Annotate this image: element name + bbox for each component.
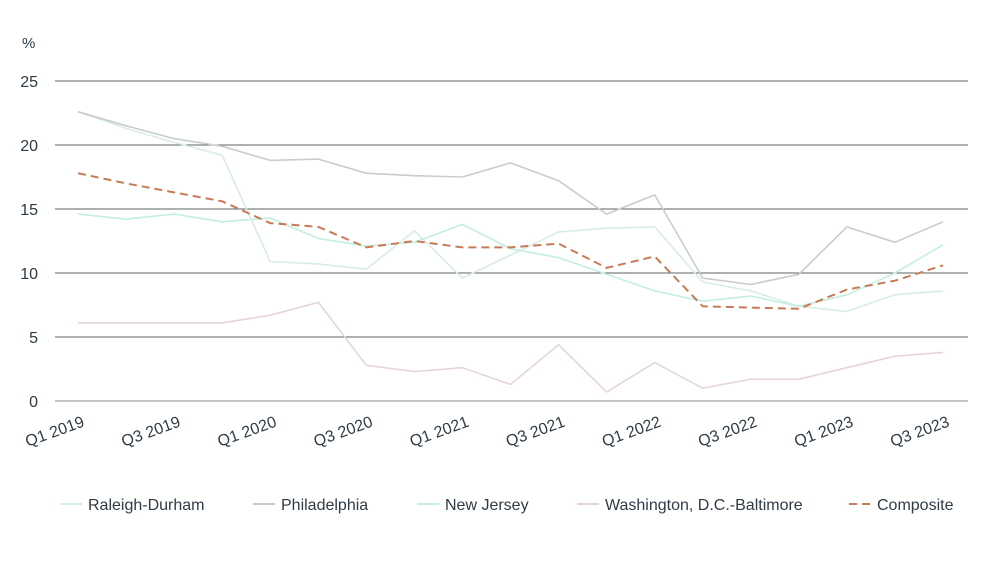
series-line-0 <box>77 110 944 313</box>
legend-label: Philadelphia <box>281 497 368 514</box>
x-tick-label: Q3 2019 <box>119 414 183 451</box>
series-line-4 <box>77 172 944 310</box>
x-tick-label: Q3 2023 <box>888 414 952 451</box>
series-lines <box>77 110 944 393</box>
legend-label: Raleigh-Durham <box>88 497 205 514</box>
x-tick-label: Q1 2023 <box>792 414 856 451</box>
y-axis-unit-label: % <box>22 35 35 52</box>
x-tick-label: Q1 2022 <box>600 414 664 451</box>
x-tick-label: Q1 2019 <box>23 414 87 451</box>
x-tick-label: Q1 2021 <box>408 414 472 451</box>
legend: Raleigh-Durham Philadelphia New Jersey Wash… <box>60 497 954 514</box>
legend-label: Composite <box>877 497 954 514</box>
legend-label: New Jersey <box>445 497 529 514</box>
series-line-2 <box>77 213 944 308</box>
x-tick-label: Q1 2020 <box>215 414 279 451</box>
gridlines <box>55 80 968 402</box>
series-line-3 <box>78 301 944 393</box>
legend-label: Washington, D.C.-Baltimore <box>605 497 803 514</box>
y-axis-ticks: 0 5 10 15 20 25 <box>20 74 38 411</box>
y-tick-label: 0 <box>29 394 38 411</box>
y-tick-label: 25 <box>20 74 38 91</box>
y-tick-label: 20 <box>20 138 38 155</box>
x-tick-label: Q3 2022 <box>696 414 760 451</box>
x-axis-ticks: Q1 2019 Q3 2019 Q1 2020 Q3 2020 Q1 2021 Q3 20… <box>23 414 952 451</box>
x-tick-label: Q3 2021 <box>504 414 568 451</box>
y-tick-label: 15 <box>20 202 38 219</box>
y-tick-label: 5 <box>29 330 38 347</box>
series-line-1 <box>77 110 944 286</box>
x-tick-label: Q3 2020 <box>312 414 376 451</box>
y-tick-label: 10 <box>20 266 38 283</box>
